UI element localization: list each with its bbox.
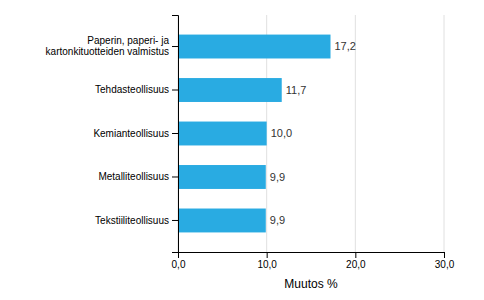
x-tick: 30,0	[435, 252, 455, 270]
y-tick-mark	[172, 90, 178, 91]
bar	[178, 209, 266, 233]
grid-line	[444, 15, 445, 252]
x-tick: 0,0	[172, 252, 186, 270]
x-tick-mark	[444, 252, 445, 258]
grid	[178, 15, 444, 252]
chart-svg: 0,0 10,0 20,0 30,0 Paperin, paperi- jakarton…	[0, 0, 484, 300]
data-label: 11,7	[286, 84, 307, 96]
y-tick-label: Paperin, paperi- jakartonkituotteiden va…	[46, 35, 170, 58]
y-tick: Tekstiiliteollisuus	[95, 215, 178, 226]
x-tick: 10,0	[257, 252, 277, 270]
y-axis: Paperin, paperi- jakartonkituotteiden va…	[46, 16, 179, 253]
x-tick-label: 0,0	[172, 259, 186, 270]
x-axis: 0,0 10,0 20,0 30,0	[172, 252, 455, 270]
label-line: Paperin, paperi- ja	[87, 35, 169, 46]
label-line: Tekstiiliteollisuus	[95, 215, 169, 226]
x-axis-title: Muutos %	[284, 277, 338, 291]
y-tick-label: Kemianteollisuus	[93, 128, 169, 139]
label-line: kartonkituotteiden valmistus	[46, 46, 169, 57]
chart-container: 0,0 10,0 20,0 30,0 Paperin, paperi- jakarton…	[0, 0, 484, 300]
x-tick-label: 20,0	[346, 259, 366, 270]
x-tick-mark	[267, 252, 268, 258]
bar	[178, 122, 267, 146]
x-tick: 20,0	[346, 252, 366, 270]
x-tick-label: 10,0	[257, 259, 277, 270]
data-label: 9,9	[270, 214, 285, 226]
y-tick-label: Tekstiiliteollisuus	[95, 215, 169, 226]
y-tick: Paperin, paperi- jakartonkituotteiden va…	[46, 35, 178, 58]
bars	[178, 35, 331, 233]
y-tick-label: Tehdasteollisuus	[95, 84, 169, 95]
y-tick-label: Metalliteollisuus	[98, 171, 169, 182]
label-line: Tehdasteollisuus	[95, 84, 169, 95]
data-label: 9,9	[270, 171, 285, 183]
y-tick-mark	[172, 46, 178, 47]
bar	[178, 165, 266, 189]
data-label: 10,0	[271, 127, 292, 139]
y-tick-mark	[172, 133, 178, 134]
x-tick-label: 30,0	[435, 259, 455, 270]
data-label: 17,2	[335, 40, 356, 52]
label-line: Kemianteollisuus	[93, 128, 169, 139]
y-tick-mark	[172, 176, 178, 177]
x-tick-mark	[355, 252, 356, 258]
y-tick-mark	[172, 220, 178, 221]
bar	[178, 78, 282, 102]
bar	[178, 35, 331, 59]
y-tick: Kemianteollisuus	[93, 128, 178, 139]
label-line: Metalliteollisuus	[98, 171, 169, 182]
plot-area: 0,0 10,0 20,0 30,0 Paperin, paperi- jakarton…	[46, 15, 455, 291]
x-axis-line	[179, 253, 445, 259]
y-axis-line	[172, 16, 179, 253]
data-labels: 9,9 9,9 10,0 11,7 17,2	[270, 40, 356, 226]
y-tick: Tehdasteollisuus	[95, 84, 178, 95]
y-tick: Metalliteollisuus	[98, 171, 178, 182]
